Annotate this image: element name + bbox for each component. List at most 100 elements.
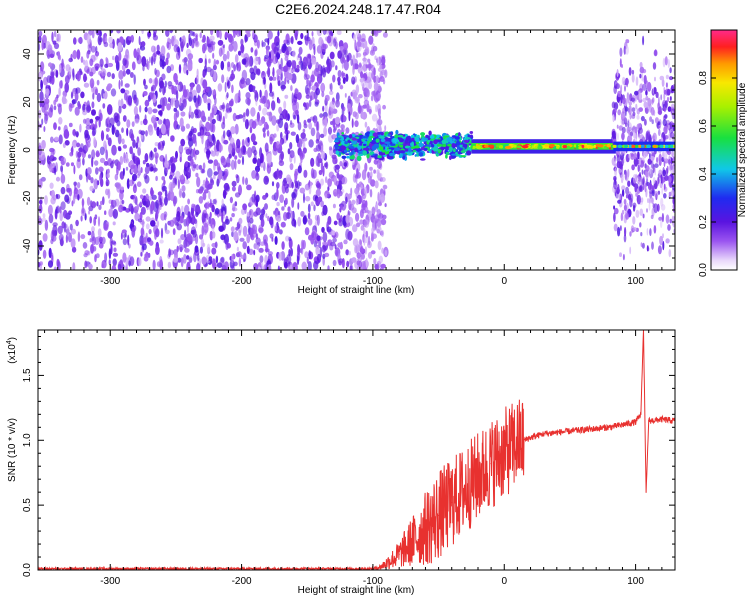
band-cell <box>362 143 367 147</box>
noise-cell <box>640 115 645 122</box>
colorbar-tick-label: 0.4 <box>698 167 709 181</box>
noise-cell <box>117 42 123 52</box>
noise-cell <box>172 228 176 236</box>
band-cell <box>377 155 382 159</box>
noise-cell <box>269 136 273 145</box>
noise-cell <box>322 165 325 177</box>
noise-cell <box>364 162 368 172</box>
noise-cell <box>335 250 339 256</box>
noise-cell <box>620 212 624 222</box>
noise-cell <box>668 176 672 183</box>
noise-cell <box>120 186 124 191</box>
noise-cell <box>120 232 123 240</box>
noise-cell <box>240 254 247 260</box>
noise-cell <box>143 78 146 86</box>
noise-cell <box>649 191 653 199</box>
noise-cell <box>118 70 124 80</box>
noise-cell <box>222 53 227 62</box>
noise-cell <box>147 31 152 38</box>
noise-cell <box>339 241 343 249</box>
band-cell <box>363 147 369 151</box>
noise-cell <box>110 88 117 97</box>
noise-cell <box>346 103 351 110</box>
x-tick-label: -300 <box>100 576 120 587</box>
noise-cell <box>137 164 141 172</box>
band-cell <box>451 153 457 156</box>
noise-cell <box>322 67 327 78</box>
noise-cell <box>118 105 122 114</box>
noise-cell <box>635 103 638 110</box>
colorbar-tick-label: 0.8 <box>698 71 709 85</box>
noise-cell <box>265 262 268 270</box>
noise-cell <box>207 168 213 178</box>
noise-cell <box>333 127 336 133</box>
noise-cell <box>137 146 142 156</box>
noise-cell <box>649 228 652 237</box>
noise-cell <box>173 112 178 122</box>
noise-cell <box>160 227 164 239</box>
noise-cell <box>242 145 246 155</box>
noise-cell <box>227 80 231 89</box>
noise-cell <box>262 206 265 217</box>
noise-cell <box>316 253 322 263</box>
noise-cell <box>93 137 96 147</box>
band-cell <box>341 140 345 145</box>
carrier-cell <box>597 144 604 148</box>
noise-cell <box>164 196 168 206</box>
noise-cell <box>294 30 298 39</box>
noise-cell <box>635 209 640 218</box>
noise-cell <box>335 99 340 108</box>
noise-cell <box>639 208 644 216</box>
noise-cell <box>254 56 259 66</box>
noise-cell <box>168 181 174 193</box>
noise-cell <box>658 153 662 164</box>
noise-cell <box>300 210 305 217</box>
noise-cell <box>221 212 224 223</box>
noise-cell <box>165 57 169 66</box>
noise-cell <box>166 65 172 74</box>
noise-cell <box>316 183 321 188</box>
noise-cell <box>95 46 98 54</box>
noise-cell <box>55 69 59 78</box>
band-cell <box>404 139 409 144</box>
noise-cell <box>299 138 304 145</box>
band-cell <box>333 140 339 143</box>
noise-cell <box>139 105 142 113</box>
snr-point <box>438 514 440 517</box>
noise-cell <box>226 64 231 72</box>
noise-cell <box>287 72 293 81</box>
noise-cell <box>373 30 379 37</box>
noise-cell <box>283 211 288 221</box>
noise-cell <box>153 147 157 153</box>
noise-cell <box>213 58 217 70</box>
noise-cell <box>232 40 238 52</box>
noise-cell <box>284 186 289 194</box>
noise-cell <box>339 160 343 167</box>
noise-cell <box>617 109 621 116</box>
noise-cell <box>647 182 653 191</box>
noise-cell <box>382 184 388 190</box>
noise-cell <box>619 47 623 57</box>
noise-cell <box>665 82 668 88</box>
noise-cell <box>214 97 217 105</box>
noise-cell <box>327 215 332 225</box>
noise-cell <box>183 254 187 264</box>
noise-cell <box>57 103 62 108</box>
x-tick-label: -200 <box>232 276 252 287</box>
noise-cell <box>77 157 81 162</box>
noise-cell <box>291 191 296 199</box>
noise-cell <box>154 77 158 87</box>
band-cell <box>445 154 448 159</box>
noise-cell <box>89 185 94 192</box>
noise-cell <box>657 190 661 195</box>
noise-cell <box>304 195 311 202</box>
noise-cell <box>161 59 165 70</box>
noise-cell <box>202 70 206 78</box>
noise-cell <box>222 44 225 49</box>
snr-point <box>398 553 400 556</box>
noise-cell <box>211 118 216 125</box>
noise-cell <box>228 43 234 52</box>
noise-cell <box>318 239 321 249</box>
band-cell <box>394 134 399 139</box>
